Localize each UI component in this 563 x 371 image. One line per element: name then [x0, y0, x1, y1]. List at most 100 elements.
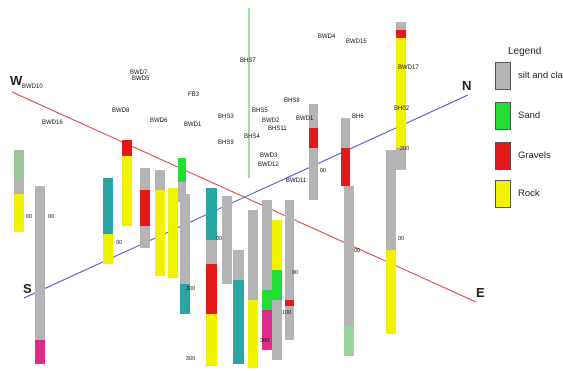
depth-label: 00: [116, 240, 122, 246]
borehole-segment: [309, 148, 318, 200]
borehole-segment: [396, 38, 406, 148]
compass-north: N: [462, 78, 471, 93]
depth-label: 300: [260, 338, 269, 344]
borehole-label: BH02: [394, 106, 410, 112]
depth-label: 00: [216, 236, 222, 242]
borehole-segment: [122, 156, 132, 226]
borehole-segment: [233, 250, 244, 280]
gravels-swatch: [495, 142, 511, 170]
borehole-segment: [180, 194, 190, 284]
depth-label: 300: [186, 356, 195, 362]
borehole-segment: [285, 200, 294, 340]
borehole-segment: [386, 150, 396, 250]
borehole-segment: [396, 30, 406, 38]
borehole-segment: [14, 194, 24, 232]
borehole-segment: [341, 148, 350, 186]
borehole-label: BWD3: [260, 153, 278, 159]
borehole-segment: [272, 220, 282, 270]
borehole-label: BWD17: [398, 65, 419, 71]
depth-label: 300: [186, 286, 195, 292]
borehole-segment: [344, 186, 354, 326]
depth-label: 100: [282, 310, 291, 316]
borehole-segment: [248, 300, 258, 368]
depth-label: 00: [48, 214, 54, 220]
borehole-label: BWD6: [150, 118, 168, 124]
borehole-labels: BWD4 BWD15 BHS7 BWD17 BWD7 BWD10 BWD5 FB…: [22, 34, 419, 184]
borehole-label: FB3: [188, 92, 200, 98]
borehole-label: BHS11: [268, 126, 287, 132]
borehole-segment: [248, 210, 258, 300]
legend-item-rock: Rock: [492, 180, 562, 210]
borehole-segment: [396, 22, 406, 30]
borehole-segment: [206, 240, 217, 264]
legend-label: Rock: [518, 188, 540, 199]
borehole-segment: [262, 200, 272, 290]
borehole-segment: [122, 140, 132, 156]
borehole-segment: [206, 314, 217, 366]
depth-label: 00: [292, 270, 298, 276]
depth-labels: 00 00 00 00 00 300 00 300 100 00 200 300…: [26, 146, 409, 362]
borehole-label: BWD16: [42, 120, 63, 126]
borehole-segment: [222, 196, 232, 284]
borehole-label: BHS8: [284, 98, 300, 104]
borehole-segment: [386, 250, 396, 334]
legend-label: silt and clay: [518, 70, 563, 81]
legend-label: Gravels: [518, 150, 551, 161]
borehole-segment: [206, 264, 217, 314]
borehole-segment: [168, 188, 178, 278]
borehole-segment: [344, 326, 354, 356]
borehole-segment: [140, 190, 150, 226]
borehole-label: BHS3: [218, 114, 234, 120]
borehole-segment: [155, 190, 165, 276]
borehole-segment: [155, 170, 165, 190]
legend-title: Legend: [508, 46, 542, 57]
legend: Legend silt and clay Sand Gravels Rock: [492, 44, 563, 214]
borehole-segment: [35, 340, 45, 364]
borehole-segment: [309, 104, 318, 128]
borehole-segment: [14, 150, 24, 180]
borehole-segment: [309, 128, 318, 148]
borehole-segment: [285, 300, 294, 306]
borehole-segment: [233, 280, 244, 364]
rock-swatch: [495, 180, 511, 208]
borehole-segment: [103, 234, 113, 264]
borehole-label: BHS7: [240, 58, 256, 64]
borehole-segment: [35, 186, 45, 266]
borehole-segment: [272, 300, 282, 360]
borehole-segment: [206, 188, 217, 240]
borehole-segment: [178, 182, 186, 202]
compass-east: E: [476, 285, 485, 300]
borehole-segment: [180, 284, 190, 314]
borehole-segment: [14, 180, 24, 194]
legend-item-sand: Sand: [492, 102, 562, 132]
sand-swatch: [495, 102, 511, 130]
borehole-segment: [262, 310, 272, 350]
depth-label: 00: [26, 214, 32, 220]
depth-label: 00: [354, 248, 360, 254]
depth-label: 00: [320, 168, 326, 174]
silt-and-clay-swatch: [495, 62, 511, 90]
legend-item-gravels: Gravels: [492, 142, 562, 172]
borehole-label: BH6: [352, 114, 364, 120]
borehole-columns: [14, 22, 406, 368]
compass-south: S: [23, 281, 32, 296]
borehole-label: BWD10: [22, 84, 43, 90]
borehole-label: BHS5: [252, 108, 268, 114]
borehole-label: BWD5: [132, 76, 150, 82]
borehole-label: BHS4: [244, 134, 260, 140]
borehole-label: BWD7: [130, 70, 148, 76]
legend-label: Sand: [518, 110, 541, 121]
compass-west: W: [10, 73, 23, 88]
legend-item-silt-and-clay: silt and clay: [492, 62, 563, 92]
borehole-segment: [35, 266, 45, 340]
north-south-axis-line: [23, 94, 469, 299]
borehole-segment: [103, 178, 113, 234]
borehole-label: BWD12: [258, 162, 279, 168]
borehole-segment: [272, 270, 282, 300]
borehole-label: BWD11: [286, 178, 307, 184]
borehole-label: BWD2: [262, 118, 280, 124]
borehole-segment: [178, 158, 186, 182]
depth-label: 00: [398, 236, 404, 242]
borehole-segment: [396, 148, 406, 170]
